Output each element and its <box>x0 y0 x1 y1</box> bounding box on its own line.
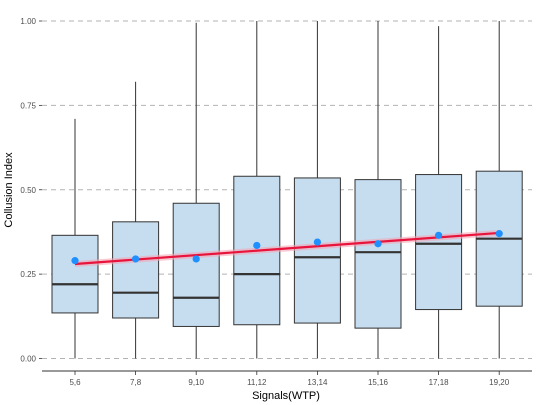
box-7 <box>415 26 463 359</box>
y-tick-label-1: 0.25 <box>20 270 36 279</box>
x-axis-title: Signals(WTP) <box>252 390 320 402</box>
box-body-7 <box>415 174 463 311</box>
box-body-3 <box>172 202 220 327</box>
x-tick-label-3: 9,10 <box>188 378 204 387</box>
mean-points <box>71 230 503 265</box>
box-6 <box>354 21 402 359</box>
mean-point-1 <box>71 257 79 265</box>
trend-layer <box>74 229 500 267</box>
mean-point-4 <box>253 241 261 250</box>
mean-point-3 <box>192 255 200 263</box>
mean-point-6 <box>374 240 382 248</box>
mean-point-2 <box>132 255 140 263</box>
mean-point-8 <box>495 230 503 238</box>
box-2 <box>112 81 160 359</box>
axes: 0.00 0.25 0.50 0.75 1.00 5,6 7,8 9,10 11,12 13,14… <box>20 17 532 387</box>
y-axis-title: Collusion Index <box>3 152 15 228</box>
x-tick-label-6: 15,16 <box>368 378 389 387</box>
box-body-2 <box>112 221 160 319</box>
box-4 <box>233 21 281 359</box>
box-1 <box>51 118 99 359</box>
x-tick-label-5: 13,14 <box>307 378 328 387</box>
y-tick-label-0: 0.00 <box>20 355 36 364</box>
box-body-6 <box>354 179 402 329</box>
box-3 <box>172 22 220 359</box>
box-body-1 <box>51 234 99 314</box>
box-8 <box>475 21 523 359</box>
y-tick-label-3: 0.75 <box>20 101 36 110</box>
trend-line <box>74 231 500 266</box>
x-tick-label-4: 11,12 <box>247 378 267 387</box>
x-tick-label-2: 7,8 <box>130 378 142 387</box>
mean-point-5 <box>313 238 321 246</box>
x-tick-label-8: 19,20 <box>489 378 510 387</box>
box-5 <box>293 21 341 359</box>
box-body-5 <box>293 177 341 324</box>
y-tick-label-4: 1.00 <box>20 17 36 26</box>
x-tick-label-7: 17,18 <box>429 378 450 387</box>
y-tick-label-2: 0.50 <box>20 186 36 195</box>
x-tick-label-1: 5,6 <box>69 378 81 387</box>
mean-point-7 <box>435 231 443 239</box>
